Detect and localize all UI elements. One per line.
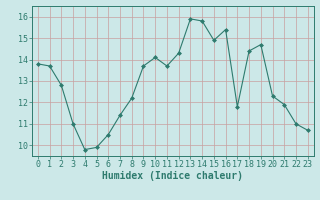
X-axis label: Humidex (Indice chaleur): Humidex (Indice chaleur) (102, 171, 243, 181)
